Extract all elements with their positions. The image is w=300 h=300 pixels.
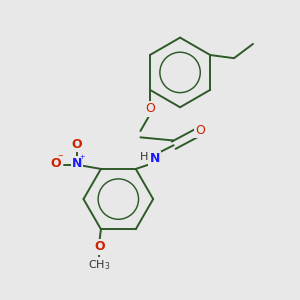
Text: O: O xyxy=(94,241,105,254)
Text: O: O xyxy=(50,157,61,170)
Text: O: O xyxy=(196,124,206,136)
Text: O: O xyxy=(145,102,155,115)
Text: N: N xyxy=(72,157,83,170)
Text: N: N xyxy=(149,152,160,165)
Text: CH$_3$: CH$_3$ xyxy=(88,258,111,272)
Text: O: O xyxy=(72,138,83,151)
Text: $^-$: $^-$ xyxy=(56,153,64,163)
Text: $^+$: $^+$ xyxy=(78,154,86,164)
Text: H: H xyxy=(140,152,148,162)
